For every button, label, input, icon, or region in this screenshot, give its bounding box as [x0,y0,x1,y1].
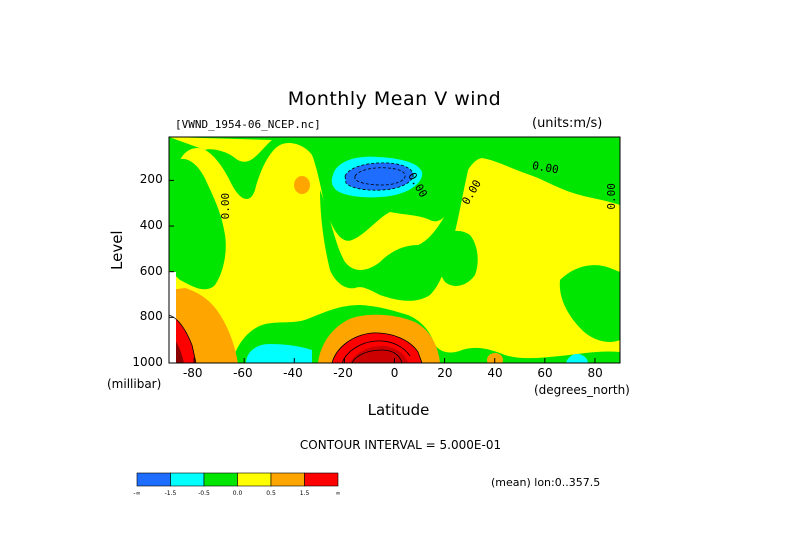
y-tick-label: 600 [139,263,163,278]
band-green-left [169,158,226,290]
colorbar: -∞ -1.5 -0.5 0.0 0.5 1.5 ∞ [133,472,341,497]
colorbar-label: -0.5 [198,490,210,497]
colorbar-swatch [270,472,305,487]
x-tick-label: -40 [283,366,303,380]
y-tick-label: 200 [139,172,163,187]
x-tick-label: 0 [390,366,399,380]
chart-title: Monthly Mean V wind [287,88,502,110]
band-cyan-sfc-north [566,353,588,363]
colorbar-label: -∞ [133,490,140,497]
x-tick-label: 80 [587,366,603,380]
band-orange-spot-upper [294,176,310,194]
y-tick-marks [169,179,174,364]
contour-pos-1 [331,332,423,363]
x-tick-label: -20 [333,366,353,380]
x-axis-units: (degrees_north) [534,383,630,397]
contour-pos-3 [351,349,403,363]
contour-labels: 0.000.00 0.000.00 0.00 [219,159,618,219]
band-green-40n [435,230,478,286]
contour-neg-2 [354,167,406,186]
contour-neg-1 [344,162,414,191]
contour-label: 0.00 [219,193,232,220]
colorbar-swatch [136,472,171,487]
x-tick-label: -60 [233,366,253,380]
band-green-right [559,265,620,342]
y-tick-label: 1000 [132,355,163,369]
units-label: (units:m/s) [532,116,603,131]
negative-contours [344,162,414,191]
band-green-centre [320,162,470,301]
colorbar-swatch [304,472,339,487]
x-tick-label: 40 [487,366,503,380]
x-tick-label: 60 [537,366,553,380]
y-tick-label: 800 [139,309,163,324]
y-tick-label: 400 [139,218,163,233]
band-yellow-ridge [169,137,272,162]
colorbar-label: ∞ [336,490,341,497]
mean-lon-label: (mean) lon:0..357.5 [491,476,601,489]
colorbar-label: 0.0 [233,490,243,497]
colorbar-label: 0.5 [266,490,276,497]
band-cyan-sfc-south [246,344,312,363]
positive-contours [169,314,423,363]
colorbar-label: -1.5 [165,490,177,497]
contour-fill [169,137,620,363]
contour-label: 0.00 [605,183,618,210]
contour-pos-2 [341,340,411,363]
contour-pos-4 [169,314,197,363]
x-axis-label: Latitude [367,401,430,419]
y-axis-units: (millibar) [107,377,162,391]
y-axis-label: Level [108,230,126,270]
contour-label: 0.00 [531,159,559,176]
dataset-label: [VWND_1954-06_NCEP.nc] [175,118,321,131]
colorbar-label: 1.5 [300,490,310,497]
x-tick-label: 20 [437,366,453,380]
x-tick-marks [193,358,596,363]
colorbar-swatch [170,472,205,487]
band-darkred-centre [350,345,408,363]
x-tick-label: -80 [182,366,203,380]
contour-interval-label: CONTOUR INTERVAL = 5.000E-01 [299,438,502,452]
colorbar-swatch [237,472,272,487]
colorbar-swatch [203,472,238,487]
